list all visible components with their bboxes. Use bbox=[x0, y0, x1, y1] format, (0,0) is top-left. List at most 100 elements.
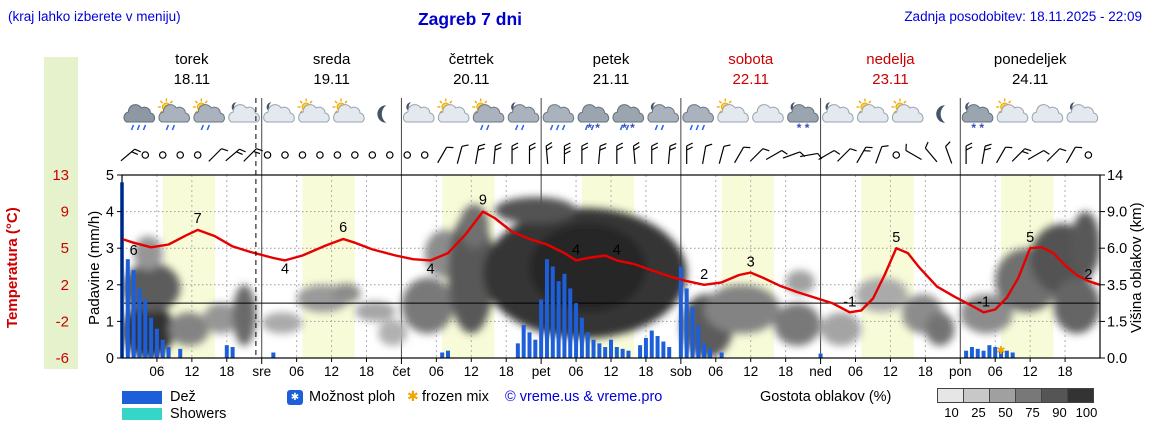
svg-text:06: 06 bbox=[289, 364, 304, 379]
weather-icon-moon-cloud bbox=[1066, 102, 1099, 123]
weather-icon-moon-cloud bbox=[402, 102, 435, 123]
weather-icon-rain bbox=[682, 104, 714, 131]
svg-text:18: 18 bbox=[778, 364, 793, 379]
svg-text:4: 4 bbox=[613, 242, 621, 258]
svg-text:12: 12 bbox=[464, 364, 479, 379]
weather-icon-moon bbox=[936, 105, 946, 123]
day-header-četrtek: četrtek 20.11 bbox=[448, 51, 494, 89]
svg-text:14: 14 bbox=[1107, 168, 1123, 184]
weather-icon-moon-rain bbox=[647, 102, 679, 131]
svg-text:06: 06 bbox=[708, 364, 723, 379]
cloud-density-legend-label: Gostota oblakov (%) bbox=[760, 389, 892, 405]
copyright: © vreme.us & vreme.pro bbox=[505, 389, 663, 405]
weather-icon-sun-cloud bbox=[891, 98, 924, 123]
svg-text:-2: -2 bbox=[56, 313, 69, 330]
svg-text:12: 12 bbox=[184, 364, 199, 379]
day-header-ponedeljek: ponedeljek 24.11 bbox=[993, 51, 1067, 89]
weather-icon-sun-cloud bbox=[297, 98, 330, 123]
day-header-petek: petek 21.11 bbox=[592, 51, 630, 89]
svg-text:5: 5 bbox=[106, 168, 114, 184]
day-header-torek: torek 18.11 bbox=[173, 51, 211, 89]
rain-legend-label: Dež bbox=[170, 389, 196, 405]
day-header-sobota: sobota 22.11 bbox=[728, 51, 774, 89]
svg-text:1: 1 bbox=[106, 314, 114, 330]
svg-text:18: 18 bbox=[638, 364, 653, 379]
svg-text:2: 2 bbox=[61, 277, 69, 294]
weather-icon-sun-rain bbox=[157, 98, 190, 131]
svg-text:3: 3 bbox=[747, 255, 755, 271]
weather-icon-sun-rain bbox=[192, 98, 225, 131]
weather-icon-moon bbox=[377, 105, 387, 123]
weather-icon-sun-rain bbox=[472, 98, 505, 131]
weather-icon-moon-cloud bbox=[228, 102, 260, 123]
svg-text:-6: -6 bbox=[56, 350, 69, 367]
svg-text:0: 0 bbox=[106, 351, 114, 367]
weather-icon-heavy-rain bbox=[123, 104, 156, 131]
svg-text:06: 06 bbox=[569, 364, 584, 379]
svg-text:18: 18 bbox=[359, 364, 374, 379]
svg-text:13: 13 bbox=[52, 167, 69, 184]
svg-text:4: 4 bbox=[281, 261, 289, 277]
svg-text:9: 9 bbox=[61, 204, 69, 221]
svg-text:pet: pet bbox=[532, 364, 551, 379]
day-headers: torek 18.11 sreda 19.11 četrtek 20.11 petek 21.… bbox=[122, 50, 1100, 91]
temperature-line bbox=[121, 210, 1101, 314]
svg-text:4: 4 bbox=[106, 205, 114, 221]
svg-text:12: 12 bbox=[324, 364, 339, 379]
weather-icon-sun-cloud bbox=[332, 98, 365, 123]
frozen-mix-icon: ✱ bbox=[407, 388, 419, 404]
svg-text:-1: -1 bbox=[843, 294, 856, 310]
chance-of-showers-label: Možnost ploh bbox=[309, 389, 396, 405]
weather-icon-rain bbox=[542, 104, 575, 131]
svg-text:čet: čet bbox=[392, 364, 410, 379]
temperature-value-labels: 6 7 4 6 4 9 4 4 2 3 -1 5 -1 5 2 bbox=[130, 193, 1093, 311]
svg-text:18: 18 bbox=[1058, 364, 1073, 379]
axis-tick-labels: 13 9 5 2 -2 -6 5 4 3 2 1 0 14 9.0 6.0 3.5 1.5 0.0 bbox=[52, 167, 1127, 367]
weather-icon-sun-cloud bbox=[716, 98, 749, 123]
weather-icon-sun-cloud bbox=[856, 98, 889, 123]
svg-text:06: 06 bbox=[429, 364, 444, 379]
location-note: (kraj lahko izberete v meniju) bbox=[8, 9, 181, 24]
svg-text:6: 6 bbox=[130, 243, 138, 259]
weather-icon-moon-snow: * * bbox=[961, 102, 994, 135]
weather-icon-cloud bbox=[1031, 104, 1064, 123]
wind-barbs-row bbox=[120, 141, 1093, 165]
svg-text:12: 12 bbox=[883, 364, 898, 379]
svg-text:06: 06 bbox=[988, 364, 1003, 379]
svg-text:sob: sob bbox=[670, 364, 692, 379]
svg-text:12: 12 bbox=[743, 364, 758, 379]
svg-text:3: 3 bbox=[106, 241, 114, 257]
svg-text:18: 18 bbox=[219, 364, 234, 379]
svg-text:0.0: 0.0 bbox=[1107, 351, 1127, 367]
svg-text:12: 12 bbox=[603, 364, 618, 379]
svg-text:06: 06 bbox=[848, 364, 863, 379]
svg-text:3.5: 3.5 bbox=[1107, 278, 1127, 294]
svg-text:06: 06 bbox=[149, 364, 164, 379]
weather-icon-moon-cloud bbox=[263, 102, 295, 123]
weather-icon-rain-snow: * * bbox=[612, 104, 645, 135]
page-title: Zagreb 7 dni bbox=[417, 9, 523, 29]
weather-icon-rain-snow: * * bbox=[577, 104, 610, 135]
svg-text:-1: -1 bbox=[977, 294, 990, 310]
svg-text:ned: ned bbox=[809, 364, 832, 379]
weather-icon-sun-cloud bbox=[996, 98, 1029, 123]
frozen-mix-label: frozen mix bbox=[422, 389, 489, 405]
showers-legend-label: Showers bbox=[170, 406, 227, 422]
svg-text:pon: pon bbox=[949, 364, 972, 379]
svg-text:18: 18 bbox=[918, 364, 933, 379]
svg-text:* *: * * bbox=[971, 121, 984, 135]
rain-legend-swatch bbox=[122, 391, 162, 404]
svg-text:9.0: 9.0 bbox=[1107, 205, 1127, 221]
weather-icons-row: * * * * * * * * bbox=[123, 98, 1099, 135]
svg-text:* *: * * bbox=[622, 121, 635, 135]
svg-text:5: 5 bbox=[61, 240, 69, 257]
showers-legend-swatch bbox=[122, 408, 162, 420]
svg-text:18: 18 bbox=[499, 364, 514, 379]
day-header-nedelja: nedelja 23.11 bbox=[866, 51, 915, 89]
svg-text:* *: * * bbox=[587, 121, 600, 135]
svg-text:2: 2 bbox=[106, 278, 114, 294]
svg-text:9: 9 bbox=[479, 193, 487, 209]
svg-text:1.5: 1.5 bbox=[1107, 314, 1127, 330]
